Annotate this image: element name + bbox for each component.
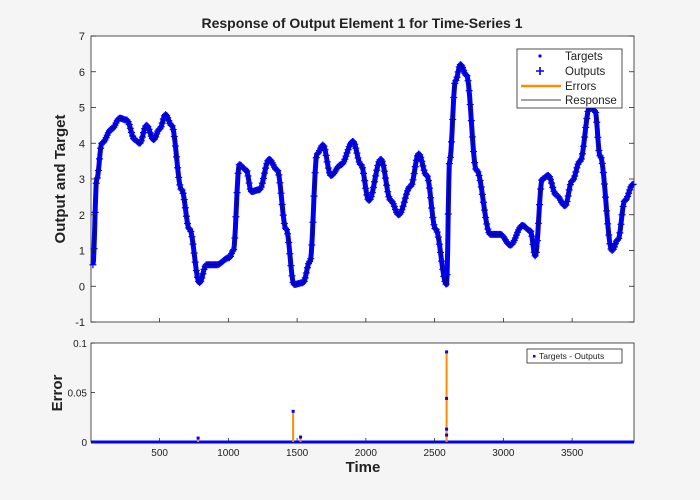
x-axis-label: Time bbox=[346, 459, 381, 476]
y-tick-label: 0 bbox=[79, 281, 85, 293]
legend-targets-outputs: Targets - Outputs bbox=[539, 351, 604, 361]
y-tick-label: 2 bbox=[79, 210, 85, 222]
x-tick-label: 1000 bbox=[217, 448, 240, 459]
error-y-tick-label: 0 bbox=[81, 438, 87, 449]
y-tick-label: 7 bbox=[79, 31, 85, 43]
y-tick-label: 3 bbox=[79, 174, 85, 186]
x-tick-label: 3000 bbox=[492, 448, 515, 459]
x-tick-label: 2500 bbox=[423, 448, 446, 459]
top-plot-area bbox=[89, 61, 637, 288]
top-y-ticks: -1 0 1 2 3 4 5 6 7 bbox=[75, 31, 634, 329]
y-tick-label: 1 bbox=[79, 246, 85, 258]
error-point bbox=[445, 427, 449, 431]
bottom-legend: Targets - Outputs bbox=[526, 348, 623, 364]
y-tick-label: -1 bbox=[75, 317, 85, 329]
error-point bbox=[196, 436, 200, 440]
chart-title: Response of Output Element 1 for Time-Se… bbox=[201, 15, 522, 31]
legend-targets-marker bbox=[538, 54, 542, 58]
legend-error-marker bbox=[533, 355, 536, 358]
top-legend: Targets Outputs Errors Response bbox=[516, 48, 623, 109]
legend-outputs-marker bbox=[536, 67, 544, 75]
bottom-plot-area bbox=[91, 350, 634, 444]
error-point bbox=[291, 409, 295, 413]
legend-outputs: Outputs bbox=[565, 66, 606, 78]
error-point bbox=[445, 350, 449, 354]
x-tick-label: 3500 bbox=[561, 448, 584, 459]
error-point bbox=[445, 433, 449, 437]
legend-targets: Targets bbox=[565, 51, 603, 63]
error-y-tick-label: 0.05 bbox=[68, 389, 88, 400]
bottom-ticks: 0 0.05 0.1 500 1000 1500 2000 2500 3000 3500 bbox=[68, 318, 584, 459]
x-tick-label: 2000 bbox=[355, 448, 378, 459]
y-tick-label: 5 bbox=[79, 103, 85, 115]
error-point bbox=[299, 435, 303, 439]
x-tick-label: 500 bbox=[151, 448, 168, 459]
y-tick-label: 6 bbox=[79, 67, 85, 79]
x-tick-label: 1500 bbox=[286, 448, 309, 459]
error-y-tick-label: 0.1 bbox=[73, 339, 87, 350]
legend-response: Response bbox=[565, 95, 617, 107]
top-y-label: Output and Target bbox=[52, 115, 69, 244]
y-tick-label: 4 bbox=[79, 138, 85, 150]
legend-errors: Errors bbox=[565, 81, 597, 93]
response-line bbox=[92, 64, 634, 286]
bottom-y-label: Error bbox=[49, 375, 66, 412]
error-point bbox=[445, 396, 449, 400]
